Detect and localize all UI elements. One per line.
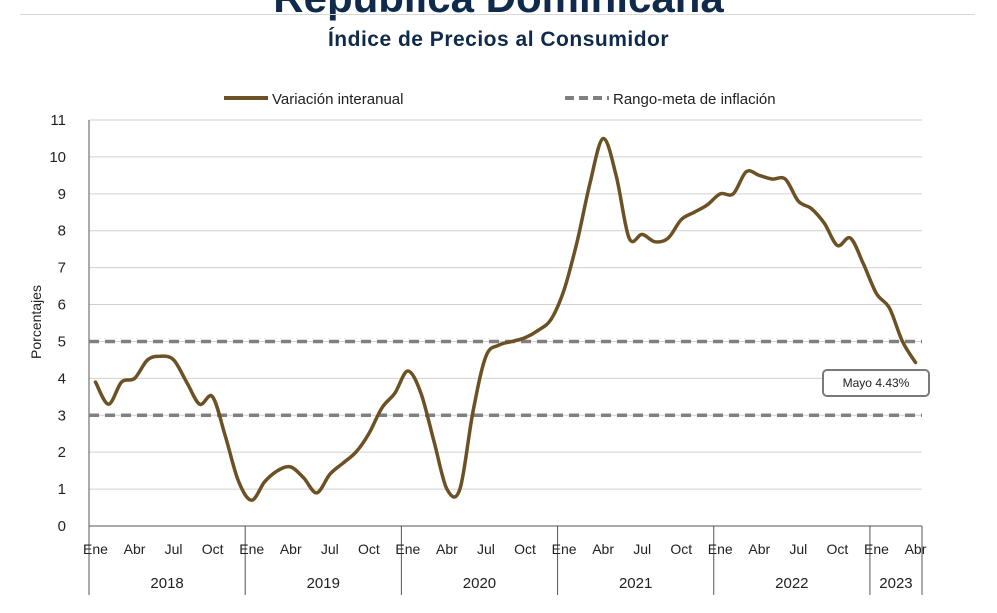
x-tick-ene-12: Ene [552, 541, 577, 557]
x-tick-abr-5: Abr [280, 541, 302, 557]
year-label-2018: 2018 [150, 575, 183, 592]
x-tick-ene-0: Ene [83, 541, 108, 557]
chart-subtitle: Índice de Precios al Consumidor [327, 28, 670, 51]
year-label-2021: 2021 [619, 575, 652, 592]
year-label-2022: 2022 [775, 575, 808, 592]
x-tick-abr-13: Abr [592, 541, 614, 557]
x-tick-oct-19: Oct [827, 541, 849, 557]
year-label-2023: 2023 [879, 575, 912, 592]
annotation-label: Mayo 4.43% [843, 376, 910, 390]
y-tick-8: 8 [58, 223, 66, 240]
legend-label-rango-meta: Rango-meta de inflación [613, 91, 776, 108]
axes [88, 120, 923, 595]
x-tick-oct-3: Oct [202, 541, 224, 557]
y-tick-10: 10 [49, 149, 66, 166]
x-tick-ene-16: Ene [708, 541, 733, 557]
x-tick-jul-2: Jul [165, 541, 183, 557]
y-tick-1: 1 [58, 481, 66, 498]
x-tick-abr-17: Abr [748, 541, 770, 557]
x-tick-jul-14: Jul [633, 541, 651, 557]
x-tick-jul-6: Jul [321, 541, 339, 557]
x-tick-abr-9: Abr [436, 541, 458, 557]
x-tick-abr-21: Abr [905, 541, 927, 557]
year-label-2019: 2019 [307, 575, 340, 592]
x-tick-ene-8: Ene [395, 541, 420, 557]
gridlines [89, 119, 922, 490]
legend: Variación interanual Rango-meta de infla… [224, 91, 776, 108]
x-tick-oct-15: Oct [670, 541, 692, 557]
x-tick-jul-18: Jul [789, 541, 807, 557]
y-tick-9: 9 [58, 186, 66, 203]
y-tick-5: 5 [58, 333, 66, 350]
y-tick-3: 3 [58, 407, 66, 424]
series-lines [93, 136, 918, 502]
x-tick-ene-4: Ene [239, 541, 264, 557]
tick-labels: 0 1 2 3 4 5 6 7 8 9 10 11 Ene Abr Jul Oct Ene Abr Jul Oct En… [49, 112, 926, 592]
x-tick-oct-11: Oct [514, 541, 536, 557]
y-tick-7: 7 [58, 260, 66, 277]
title-divider [20, 14, 975, 15]
y-tick-2: 2 [58, 444, 66, 461]
y-tick-11: 11 [50, 112, 66, 129]
y-tick-0: 0 [58, 518, 66, 535]
x-tick-abr-1: Abr [124, 541, 146, 557]
latest-value-annotation: Mayo 4.43% [822, 369, 930, 397]
x-tick-ene-20: Ene [864, 541, 889, 557]
y-axis-label: Porcentajes [28, 285, 44, 359]
annotation-box [822, 369, 930, 397]
year-label-2020: 2020 [463, 575, 496, 592]
legend-label-variacion: Variación interanual [272, 91, 403, 108]
x-tick-jul-10: Jul [477, 541, 495, 557]
x-tick-oct-7: Oct [358, 541, 380, 557]
y-tick-4: 4 [58, 370, 66, 387]
y-tick-6: 6 [58, 297, 66, 314]
series-line-variacion-interanual [93, 136, 918, 502]
chart-main-title: República Dominicana [0, 0, 997, 22]
